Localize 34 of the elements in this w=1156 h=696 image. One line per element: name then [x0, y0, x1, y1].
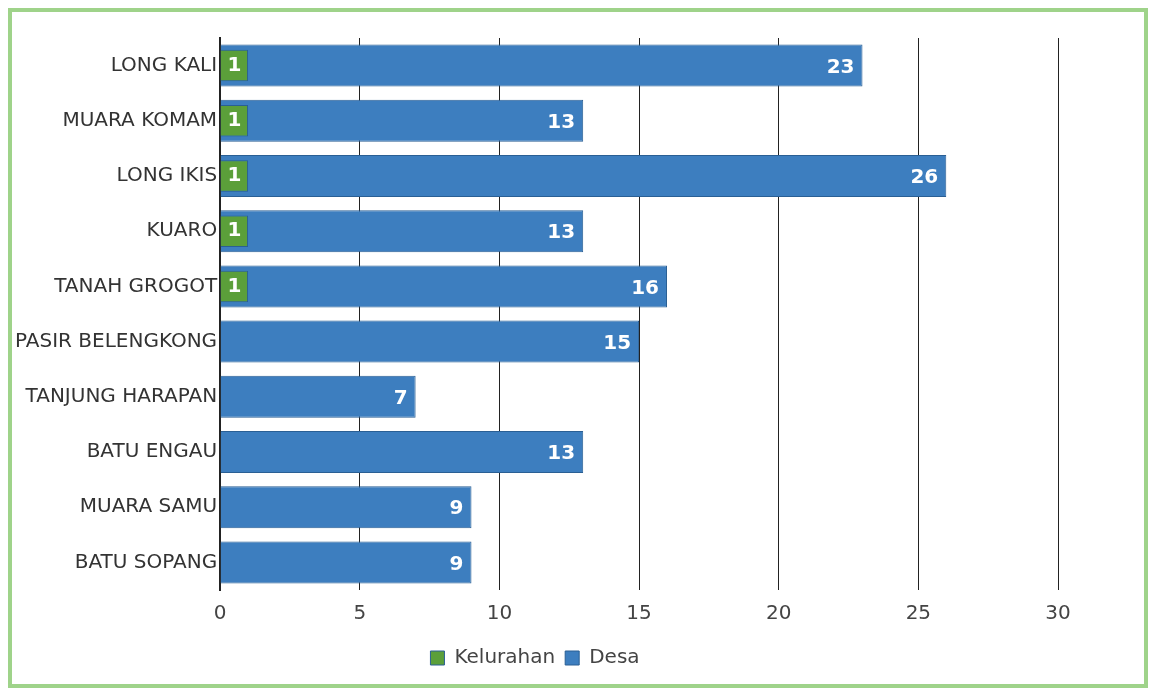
y-tick-label: TANJUNG HARAPAN	[24, 383, 218, 407]
x-tick-label: 10	[486, 600, 513, 625]
data-label: 13	[547, 109, 576, 133]
data-label: 1	[227, 107, 242, 131]
data-label: 9	[449, 550, 464, 575]
data-label: 16	[631, 274, 659, 299]
data-label: 13	[547, 219, 576, 244]
data-label: 23	[826, 53, 855, 78]
legend-label: Desa	[589, 644, 640, 669]
legend-label: Kelurahan	[454, 644, 556, 669]
x-tick-label: 5	[353, 600, 367, 625]
x-tick-label: 0	[213, 600, 227, 625]
y-tick-label: MUARA KOMAM	[62, 107, 218, 131]
y-tick-label: TANAH GROGOT	[53, 272, 218, 297]
data-label: 1	[227, 272, 242, 297]
y-tick-label: BATU SOPANG	[74, 548, 218, 573]
y-tick-label: BATU ENGAU	[86, 438, 218, 463]
x-tick-label: 15	[626, 600, 652, 625]
data-label: 1	[227, 217, 242, 242]
data-label: 26	[910, 164, 939, 189]
x-tick-label: 25	[905, 600, 932, 625]
data-label: 1	[227, 162, 242, 187]
y-tick-label: KUARO	[146, 217, 218, 242]
y-tick-label: PASIR BELENGKONG	[14, 327, 218, 352]
data-label: 7	[393, 385, 408, 409]
data-label: 13	[547, 440, 576, 465]
y-tick-label: MUARA SAMU	[79, 493, 218, 518]
x-tick-label: 30	[1045, 600, 1071, 625]
data-label: 1	[227, 51, 242, 76]
y-tick-label: LONG KALI	[110, 51, 218, 76]
x-tick-label: 20	[765, 600, 792, 625]
data-label: 9	[449, 495, 464, 520]
y-tick-label: LONG IKIS	[116, 162, 218, 187]
data-label: 15	[603, 329, 632, 354]
